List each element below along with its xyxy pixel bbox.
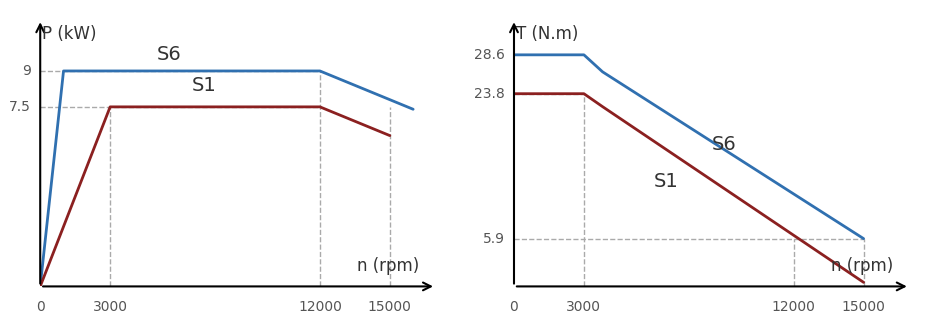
Text: 15000: 15000 (842, 300, 885, 314)
Text: S6: S6 (157, 45, 182, 64)
Text: 0: 0 (509, 300, 519, 314)
Text: S6: S6 (712, 135, 737, 154)
Text: 12000: 12000 (772, 300, 815, 314)
Text: T (N.m): T (N.m) (516, 25, 578, 43)
Text: P (kW): P (kW) (42, 25, 97, 43)
Text: 28.6: 28.6 (474, 48, 505, 62)
Text: n (rpm): n (rpm) (357, 257, 420, 275)
Text: 23.8: 23.8 (474, 87, 505, 101)
Text: 5.9: 5.9 (483, 232, 505, 246)
Text: 3000: 3000 (566, 300, 602, 314)
Text: n (rpm): n (rpm) (831, 257, 893, 275)
Text: 0: 0 (35, 300, 45, 314)
Text: S1: S1 (191, 76, 216, 95)
Text: 12000: 12000 (298, 300, 341, 314)
Text: 15000: 15000 (368, 300, 411, 314)
Text: 3000: 3000 (92, 300, 128, 314)
Text: 7.5: 7.5 (9, 100, 31, 114)
Text: S1: S1 (654, 172, 678, 191)
Text: 9: 9 (22, 64, 31, 78)
